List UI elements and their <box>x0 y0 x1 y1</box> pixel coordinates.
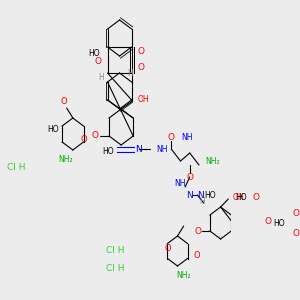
Text: O: O <box>164 244 171 253</box>
Text: HO: HO <box>102 146 114 155</box>
Text: HO: HO <box>235 193 247 202</box>
Text: O: O <box>137 47 144 56</box>
Text: Cl H: Cl H <box>106 264 125 273</box>
Text: O: O <box>95 58 102 67</box>
Text: OH: OH <box>138 94 150 103</box>
Text: O: O <box>60 98 67 106</box>
Text: O: O <box>253 193 260 202</box>
Text: HO: HO <box>204 190 216 200</box>
Text: NH: NH <box>156 145 167 154</box>
Text: HO: HO <box>88 49 100 58</box>
Text: H: H <box>98 73 104 82</box>
Text: N: N <box>186 190 193 200</box>
Text: H: H <box>199 196 205 206</box>
Text: NH: NH <box>175 179 186 188</box>
Text: O: O <box>293 208 300 217</box>
Text: O: O <box>194 250 200 260</box>
Text: O: O <box>137 64 144 73</box>
Text: O: O <box>186 172 193 182</box>
Text: Cl H: Cl H <box>106 246 125 255</box>
Text: HO: HO <box>47 124 58 134</box>
Text: OH: OH <box>232 193 244 202</box>
Text: O: O <box>194 226 201 236</box>
Text: HO: HO <box>273 220 285 229</box>
Text: O: O <box>80 134 87 143</box>
Text: NH₂: NH₂ <box>205 157 220 166</box>
Text: NH₂: NH₂ <box>58 155 72 164</box>
Text: O: O <box>168 133 175 142</box>
Text: Cl H: Cl H <box>7 164 26 172</box>
Text: O: O <box>92 131 99 140</box>
Text: N: N <box>197 190 204 200</box>
Text: N: N <box>135 145 141 154</box>
Text: O: O <box>293 229 300 238</box>
Text: H: H <box>128 68 133 77</box>
Text: NH₂: NH₂ <box>176 272 191 280</box>
Text: O: O <box>265 218 272 226</box>
Text: NH: NH <box>181 133 192 142</box>
